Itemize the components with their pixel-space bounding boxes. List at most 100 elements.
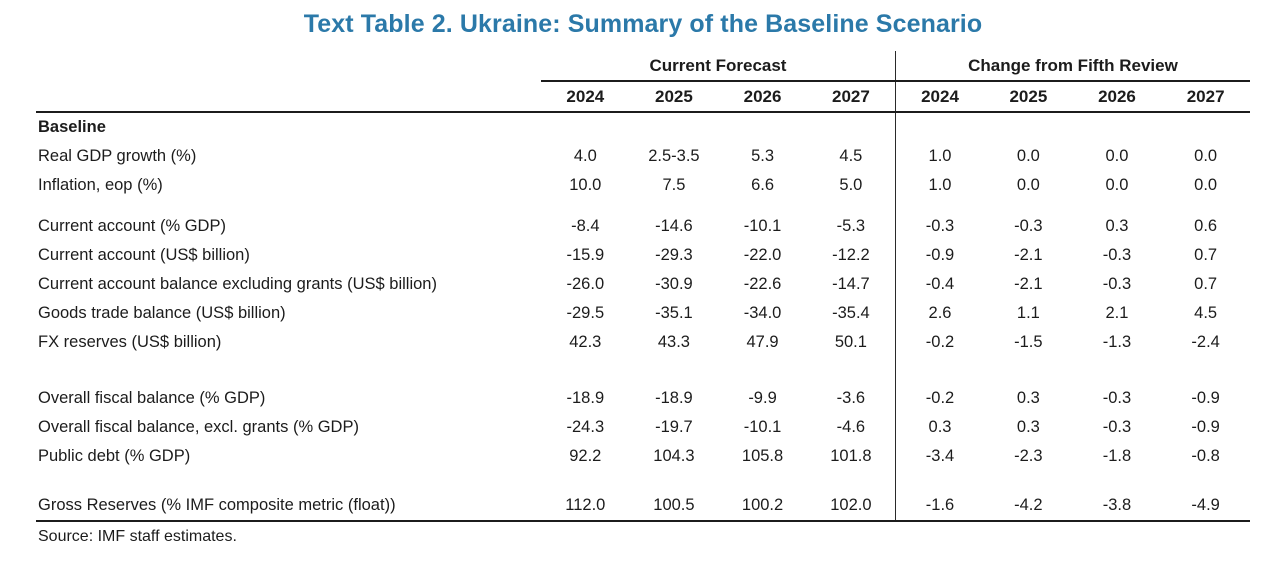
value-cell: -35.4 (832, 304, 870, 322)
value-cell: -9.9 (748, 389, 777, 407)
value-cell: 0.3 (1105, 217, 1129, 235)
value-cell: 104.3 (653, 447, 695, 465)
value-cell (984, 112, 1073, 142)
value-cell: 0.0 (1016, 147, 1040, 165)
value-cell (984, 357, 1073, 384)
value-cell: -0.3 (1102, 418, 1132, 436)
value-cell: -2.1 (1014, 275, 1043, 293)
year-header: 2027 (806, 81, 896, 113)
corner-empty-cell (36, 81, 542, 113)
value-cell: -0.3 (1102, 389, 1132, 407)
value-cell: 0.7 (1194, 275, 1218, 293)
value-cell (718, 112, 807, 142)
document-page: Text Table 2. Ukraine: Summary of the Ba… (36, 10, 1250, 545)
value-cell: 50.1 (834, 333, 867, 351)
value-cell (1073, 471, 1162, 491)
value-cell (894, 471, 985, 491)
value-cell: -12.2 (832, 246, 870, 264)
table-row: Public debt (% GDP) 92.2 104.3 105.8 101.8 -3… (36, 442, 1250, 471)
value-cell: -2.1 (1014, 246, 1043, 264)
value-cell: 10.0 (569, 176, 602, 194)
value-cell (718, 357, 807, 384)
value-cell (630, 357, 719, 384)
value-cell (807, 357, 896, 384)
table-body: Baseline Real GDP growth (%) 4.0 2.5-3.5 5.3… (36, 112, 1250, 521)
value-cell (807, 200, 896, 212)
value-cell: -4.6 (836, 418, 866, 436)
table-row: Inflation, eop (%) 10.0 7.5 6.6 5.0 1.0 0.0 0.0… (36, 171, 1250, 200)
value-cell (541, 112, 630, 142)
baseline-scenario-table: Current Forecast Change from Fifth Revie… (36, 51, 1250, 522)
row-label: Current account balance excluding grants… (38, 275, 437, 293)
value-cell: 0.0 (1105, 176, 1129, 194)
spacer-row (36, 200, 1250, 212)
year-header: 2025 (629, 81, 719, 113)
value-cell: 42.3 (569, 333, 602, 351)
value-cell (1161, 471, 1250, 491)
value-cell: -34.0 (743, 304, 782, 322)
value-cell: -2.4 (1191, 333, 1220, 351)
value-cell: 4.5 (839, 147, 863, 165)
value-cell (894, 357, 985, 384)
value-cell: 0.3 (1016, 418, 1040, 436)
page-title: Text Table 2. Ukraine: Summary of the Ba… (303, 10, 983, 38)
value-cell: 0.3 (1016, 389, 1040, 407)
value-cell: -3.8 (1102, 496, 1132, 514)
value-cell (1073, 357, 1162, 384)
value-cell: -14.6 (655, 217, 693, 235)
row-label (36, 471, 541, 491)
value-cell (1073, 200, 1162, 212)
value-cell: 5.0 (839, 176, 863, 194)
value-cell: -15.9 (566, 246, 605, 264)
value-cell: 4.0 (573, 147, 597, 165)
year-header: 2024 (894, 81, 985, 113)
value-cell: -2.3 (1014, 447, 1043, 465)
group-header-change-from-fifth-review: Change from Fifth Review (894, 51, 1250, 82)
row-label (36, 200, 541, 212)
table-row: Current account balance excluding grants… (36, 270, 1250, 299)
row-label: Gross Reserves (% IMF composite metric (… (38, 496, 396, 514)
value-cell: -1.8 (1102, 447, 1132, 465)
table-row: Overall fiscal balance (% GDP) -18.9 -18.9… (36, 384, 1250, 413)
value-cell: -29.3 (655, 246, 693, 264)
value-cell (894, 112, 985, 142)
value-cell: 1.1 (1016, 304, 1040, 322)
value-cell: -26.0 (566, 275, 605, 293)
value-cell: 105.8 (741, 447, 784, 465)
table-row: FX reserves (US$ billion) 42.3 43.3 47.9 50.… (36, 328, 1250, 357)
row-label: FX reserves (US$ billion) (38, 333, 222, 351)
table-row: Current account (US$ billion) -15.9 -29.3 -… (36, 241, 1250, 270)
value-cell: -0.3 (1102, 246, 1132, 264)
row-label: Goods trade balance (US$ billion) (38, 304, 286, 322)
row-label: Overall fiscal balance, excl. grants (% … (38, 418, 359, 436)
value-cell (807, 112, 896, 142)
value-cell (630, 471, 719, 491)
value-cell: -0.9 (894, 241, 985, 270)
value-cell: -0.9 (1191, 418, 1220, 436)
row-label: Inflation, eop (%) (38, 176, 163, 194)
year-header: 2025 (984, 81, 1073, 113)
table-row: Goods trade balance (US$ billion) -29.5 -3… (36, 299, 1250, 328)
value-cell (894, 200, 985, 212)
value-cell: 0.0 (1194, 147, 1218, 165)
value-cell: 0.3 (894, 413, 985, 442)
value-cell: -5.3 (836, 217, 866, 235)
value-cell: 2.5-3.5 (648, 147, 700, 165)
year-header: 2026 (1072, 81, 1162, 113)
section-row: Baseline (36, 112, 1250, 142)
value-cell: -19.7 (655, 418, 693, 436)
value-cell (630, 200, 719, 212)
value-cell: 5.3 (751, 147, 774, 165)
value-cell: -0.3 (1102, 275, 1132, 293)
table-row: Overall fiscal balance, excl. grants (% … (36, 413, 1250, 442)
value-cell: -0.2 (894, 384, 985, 413)
row-label: Overall fiscal balance (% GDP) (38, 389, 266, 407)
value-cell: 2.6 (894, 299, 985, 328)
value-cell: -1.5 (1014, 333, 1043, 351)
year-header-row: 2024 2025 2026 2027 2024 2025 2026 2027 (36, 81, 1250, 113)
value-cell: 1.0 (894, 171, 985, 200)
value-cell: -24.3 (566, 418, 605, 436)
value-cell: 0.0 (1105, 147, 1129, 165)
group-header-row: Current Forecast Change from Fifth Revie… (36, 51, 1250, 82)
row-label: Real GDP growth (%) (38, 147, 197, 165)
